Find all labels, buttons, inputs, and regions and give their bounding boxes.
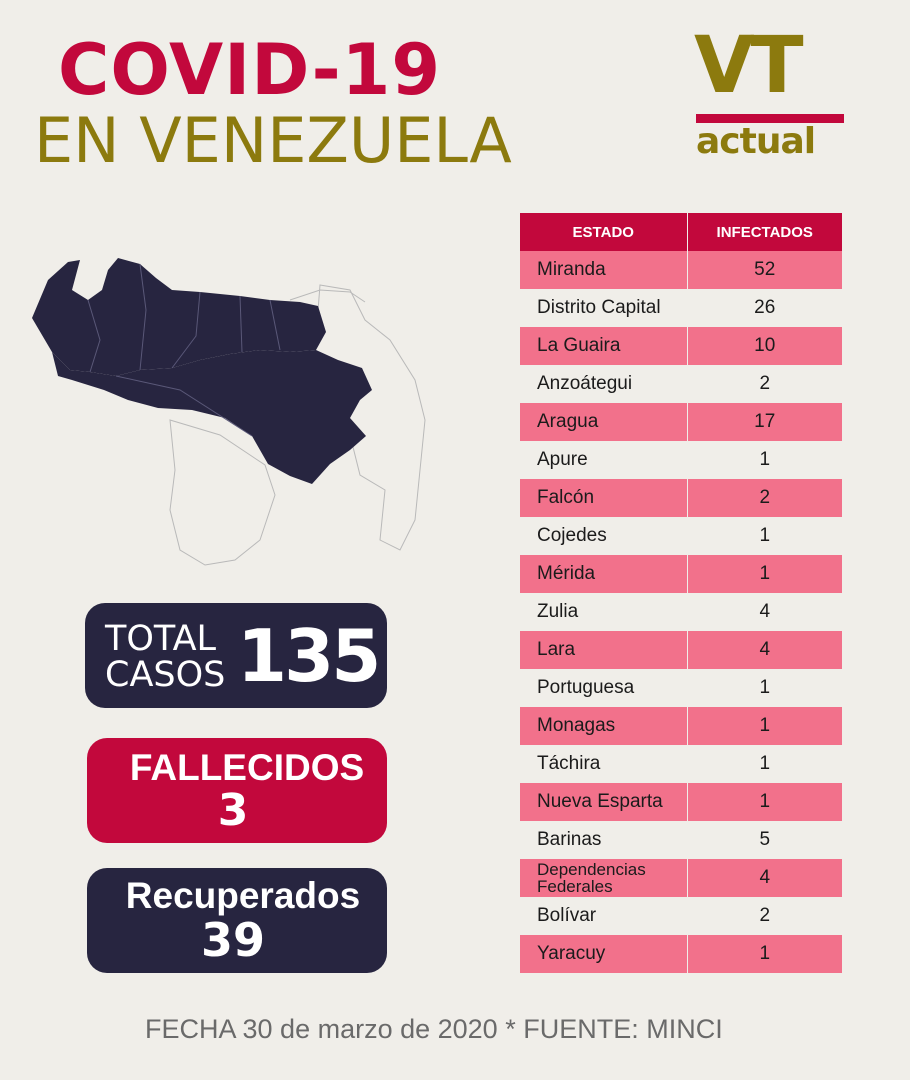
state-name: Aragua (520, 403, 687, 441)
state-name: Nueva Esparta (520, 783, 687, 821)
infected-count: 5 (686, 821, 842, 859)
state-name: Dependencias Federales (520, 859, 687, 897)
infected-count: 2 (686, 365, 842, 403)
table-header-row: ESTADO INFECTADOS (520, 213, 842, 251)
infected-count: 52 (686, 251, 842, 289)
deaths-box: FALLECIDOS 3 (87, 738, 387, 843)
logo-actual-text: actual (696, 121, 816, 162)
table-row: Miranda 52 (520, 251, 842, 289)
table-row: Falcón 2 (520, 479, 842, 517)
state-name: Zulia (537, 601, 579, 622)
table-row: Dependencias Federales 4 (520, 859, 842, 897)
infected-count: 1 (686, 935, 842, 973)
infected-count: 2 (686, 897, 842, 935)
state-name: Lara (520, 631, 687, 669)
table-row: La Guaira 10 (520, 327, 842, 365)
table-row: Apure 1 (520, 441, 842, 479)
cases-label: CASOS (105, 655, 226, 695)
infected-count: 1 (686, 517, 842, 555)
infected-count: 1 (686, 745, 842, 783)
table-row: Anzoátegui 2 (520, 365, 842, 403)
infected-by-state-table: ESTADO INFECTADOS Miranda 52 Distrito Cap… (520, 213, 842, 973)
table-row: Cojedes 1 (520, 517, 842, 555)
column-header-infected: INFECTADOS (686, 213, 842, 251)
page-title: COVID-19 (58, 29, 442, 111)
state-name: Bolívar (537, 905, 597, 926)
state-name: Monagas (520, 707, 687, 745)
state-name: Barinas (537, 829, 602, 850)
table-row: Barinas 5 (520, 821, 842, 859)
map-north-region (32, 258, 326, 376)
map-state-borders (87, 263, 281, 437)
map-outline-south (169, 419, 276, 566)
infected-count: 26 (686, 289, 842, 327)
deaths-label: FALLECIDOS (129, 747, 365, 788)
table-row: Zulia 4 (520, 593, 842, 631)
total-cases-box: TOTAL CASOS 135 (85, 603, 387, 708)
table-row: Monagas 1 (520, 707, 842, 745)
state-name: Falcón (520, 479, 687, 517)
infected-count: 4 (686, 859, 842, 897)
table-row: Mérida 1 (520, 555, 842, 593)
column-header-state: ESTADO (520, 213, 687, 251)
logo-bar (696, 114, 844, 123)
state-name: Apure (537, 449, 588, 470)
infected-count: 10 (686, 327, 842, 365)
vt-actual-logo: VT actual (694, 21, 854, 162)
recovered-value: 39 (200, 913, 265, 967)
total-label: TOTAL (105, 619, 217, 659)
infected-count: 17 (686, 403, 842, 441)
state-name: La Guaira (520, 327, 687, 365)
table-row: Aragua 17 (520, 403, 842, 441)
deaths-value: 3 (217, 785, 249, 836)
date-source-footer: FECHA 30 de marzo de 2020 * FUENTE: MINC… (145, 1014, 723, 1044)
table-row: Nueva Esparta 1 (520, 783, 842, 821)
infected-count: 1 (686, 555, 842, 593)
infected-count: 1 (686, 669, 842, 707)
table-row: Yaracuy 1 (520, 935, 842, 973)
table-row: Táchira 1 (520, 745, 842, 783)
recovered-label: Recuperados (125, 875, 361, 916)
recovered-box: Recuperados 39 (87, 868, 387, 973)
infected-count: 2 (686, 479, 842, 517)
state-name: Portuguesa (537, 677, 635, 698)
state-name: Cojedes (537, 525, 607, 546)
infected-count: 1 (686, 441, 842, 479)
state-name: Yaracuy (520, 935, 687, 973)
infected-count: 4 (686, 631, 842, 669)
state-name: Anzoátegui (537, 373, 633, 394)
venezuela-map-icon (32, 258, 426, 566)
logo-vt-text: VT (694, 21, 804, 111)
infected-count: 1 (686, 707, 842, 745)
page-subtitle: EN VENEZUELA (34, 104, 512, 177)
state-name: Miranda (520, 251, 687, 289)
table-row: Bolívar 2 (520, 897, 842, 935)
infected-count: 1 (686, 783, 842, 821)
total-cases-value: 135 (237, 614, 381, 698)
infected-count: 4 (686, 593, 842, 631)
map-outline-coast (289, 289, 366, 303)
map-south-region (52, 350, 372, 484)
state-name: Mérida (520, 555, 687, 593)
table-row: Portuguesa 1 (520, 669, 842, 707)
table-row: Distrito Capital 26 (520, 289, 842, 327)
state-name: Distrito Capital (537, 297, 661, 318)
state-name: Táchira (537, 753, 601, 774)
table-row: Lara 4 (520, 631, 842, 669)
